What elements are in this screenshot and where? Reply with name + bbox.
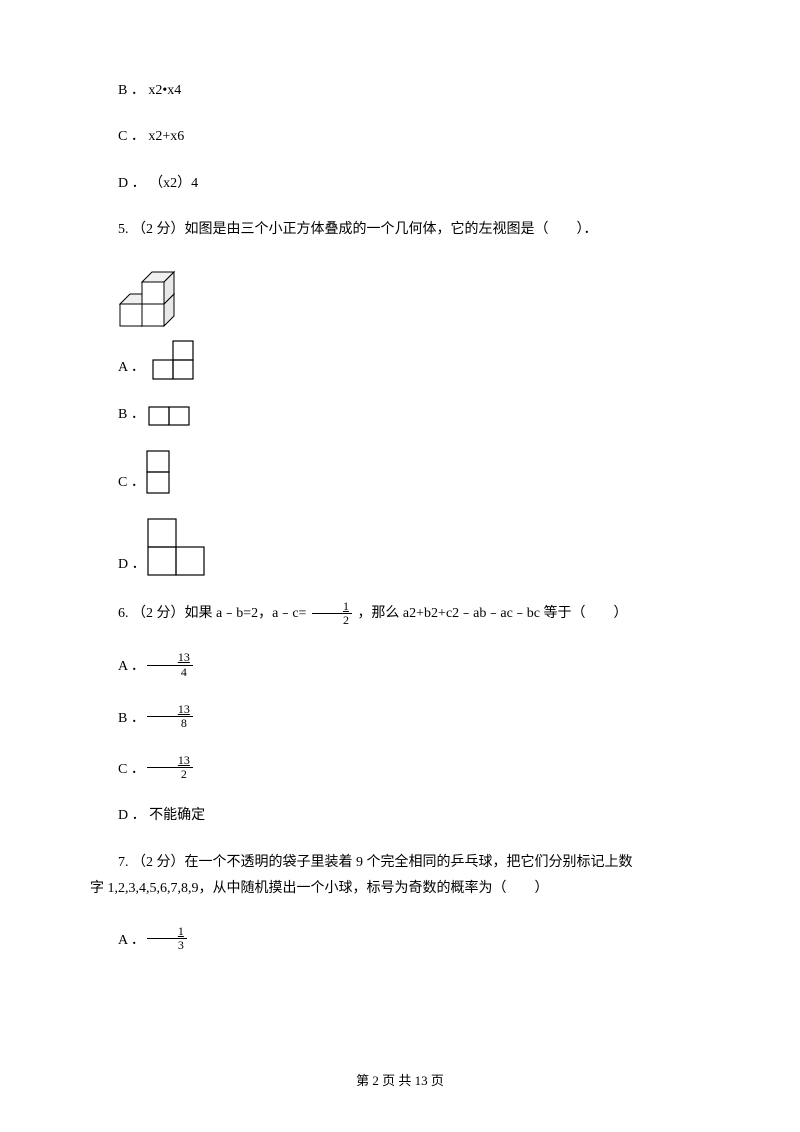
- option-6b: B ． 138: [90, 703, 710, 730]
- figure-5a: [145, 340, 201, 380]
- figure-5b: [145, 406, 193, 426]
- option-7a: A ． 13: [90, 925, 710, 952]
- option-5a-label: A ．: [90, 357, 145, 379]
- opt6a-num: 13: [147, 651, 193, 665]
- option-5c-label: C ．: [90, 472, 145, 494]
- option-6d: D ． 不能确定: [90, 805, 710, 827]
- option-5a: A ．: [90, 340, 710, 380]
- option-7a-fraction: 13: [147, 925, 187, 952]
- option-6a-fraction: 134: [147, 651, 193, 678]
- option-c-prev: C ． x2+x6: [90, 126, 710, 148]
- option-6b-label: B ．: [90, 708, 145, 730]
- q6-frac-num: 1: [312, 600, 352, 614]
- option-7a-label: A ．: [90, 930, 145, 952]
- opt6a-den: 4: [150, 666, 190, 679]
- opt6b-num: 13: [147, 703, 193, 717]
- q6-post: ，那么 a2+b2+c2﹣ab﹣ac﹣bc 等于（ ）: [354, 606, 628, 621]
- q6-pre: 6. （2 分）如果 a﹣b=2，a﹣c=: [118, 606, 310, 621]
- opt6c-den: 2: [150, 768, 190, 781]
- option-5c: C ．: [90, 450, 710, 494]
- q6-frac-den: 2: [312, 614, 352, 627]
- opt7a-num: 1: [147, 925, 187, 939]
- opt7a-den: 3: [147, 939, 187, 952]
- option-b-prev: B ． x2•x4: [90, 80, 710, 102]
- opt6c-num: 13: [147, 754, 193, 768]
- question-7-line2: 字 1,2,3,4,5,6,7,8,9，从中随机摸出一个小球，标号为奇数的概率为…: [90, 878, 710, 900]
- option-6a-label: A ．: [90, 656, 145, 678]
- option-6c: C ． 132: [90, 754, 710, 781]
- option-5b: B ．: [90, 404, 710, 426]
- option-6c-label: C ．: [90, 759, 145, 781]
- figure-5c: [145, 450, 171, 494]
- question-5-text: 5. （2 分）如图是由三个小正方体叠成的一个几何体，它的左视图是（ ）．: [90, 219, 710, 241]
- question-7-line1: 7. （2 分）在一个不透明的袋子里装着 9 个完全相同的乒乓球，把它们分别标记…: [90, 852, 710, 874]
- option-5b-label: B ．: [90, 404, 145, 426]
- option-d-prev: D ． （x2）4: [90, 173, 710, 195]
- option-6b-fraction: 138: [147, 703, 193, 730]
- figure-5d: [146, 518, 206, 576]
- figure-q5-3d-cubes: [118, 266, 710, 330]
- page-footer: 第 2 页 共 13 页: [0, 1071, 800, 1092]
- q6-fraction: 12: [312, 600, 352, 627]
- option-5d: D ．: [90, 518, 710, 576]
- opt6b-den: 8: [150, 717, 190, 730]
- option-6c-fraction: 132: [147, 754, 193, 781]
- option-5d-label: D ．: [90, 554, 146, 576]
- question-6-text: 6. （2 分）如果 a﹣b=2，a﹣c= 12 ，那么 a2+b2+c2﹣ab…: [90, 600, 710, 627]
- option-6a: A ． 134: [90, 651, 710, 678]
